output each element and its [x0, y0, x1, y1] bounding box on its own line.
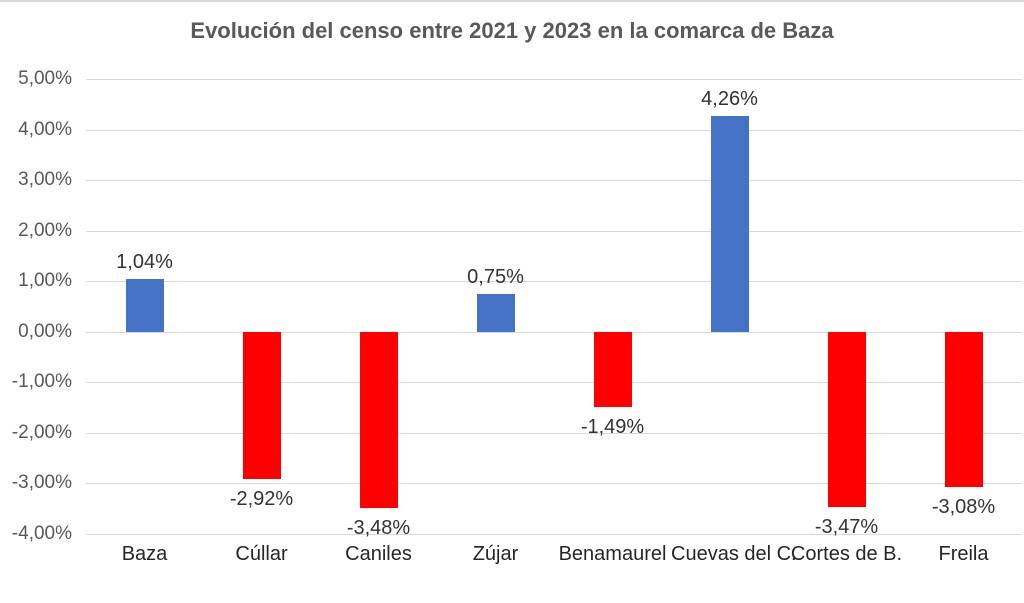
gridline--2,00% [86, 432, 1022, 434]
top-border-line [0, 0, 1024, 2]
y-axis-tick-label: -1,00% [11, 371, 72, 393]
bar-Freila [944, 331, 983, 488]
chart-title: Evolución del censo entre 2021 y 2023 en… [190, 18, 834, 43]
gridline-3,00% [86, 180, 1022, 182]
gridline-5,00% [86, 79, 1022, 80]
bar-Cortes de B. [827, 331, 866, 508]
bar-Cúllar [242, 331, 281, 480]
y-axis-tick-label: 0,00% [18, 320, 72, 342]
bar-Baza [125, 279, 164, 332]
bar-Benamaurel [593, 331, 632, 408]
category-label-Baza: Baza [121, 543, 168, 565]
y-axis-tick-label: 1,00% [18, 270, 72, 292]
y-axis-tick-label: -3,00% [11, 472, 72, 494]
y-axis-tick-label: 5,00% [18, 68, 72, 89]
data-label-Zújar: 0,75% [467, 265, 524, 288]
data-label-Benamaurel: -1,49% [580, 416, 645, 439]
y-axis-tick-label: -4,00% [11, 523, 72, 544]
category-label-Zújar: Zújar [472, 543, 519, 565]
gridline--1,00% [86, 382, 1022, 384]
bar-Cuevas del C. [710, 116, 749, 332]
category-label-Freila: Freila [938, 543, 989, 565]
category-label-Cuevas del C.: Cuevas del C. [671, 543, 797, 565]
data-label-Cortes de B.: -3,47% [814, 516, 879, 539]
data-label-Cuevas del C.: 4,26% [701, 88, 758, 111]
x-axis: Baza Cúllar Caniles Zújar Benamaurel Cuevas d… [86, 542, 1022, 572]
bar-Zújar [476, 293, 515, 332]
y-axis: 5,00% 4,00% 3,00% 2,00% 1,00% 0,00% -1,00% -2,0… [0, 0, 74, 603]
gridline--4,00% [86, 534, 1022, 535]
y-axis-tick-label: 2,00% [18, 219, 72, 241]
bar-Caniles [359, 331, 398, 508]
data-label-Caniles: -3,48% [346, 516, 411, 539]
gridline-1,00% [86, 281, 1022, 283]
category-label-Cúllar: Cúllar [235, 543, 288, 565]
gridline-0,00% [86, 331, 1022, 333]
category-label-Cortes de B.: Cortes de B. [790, 543, 903, 565]
plot-area: 1,04% -2,92% -3,48% 0,75% -1,49% 4,26% -3,47% -… [86, 79, 1022, 539]
data-label-Freila: -3,08% [931, 496, 996, 519]
y-axis-tick-label: 3,00% [18, 169, 72, 191]
data-label-Cúllar: -2,92% [229, 488, 294, 511]
y-axis-tick-label: 4,00% [18, 118, 72, 140]
y-axis-tick-label: -2,00% [11, 421, 72, 443]
category-label-Caniles: Caniles [345, 543, 412, 565]
category-label-Benamaurel: Benamaurel [558, 543, 667, 565]
gridline-4,00% [86, 129, 1022, 131]
gridline--3,00% [86, 483, 1022, 485]
data-label-Baza: 1,04% [116, 251, 173, 274]
gridline-2,00% [86, 230, 1022, 232]
